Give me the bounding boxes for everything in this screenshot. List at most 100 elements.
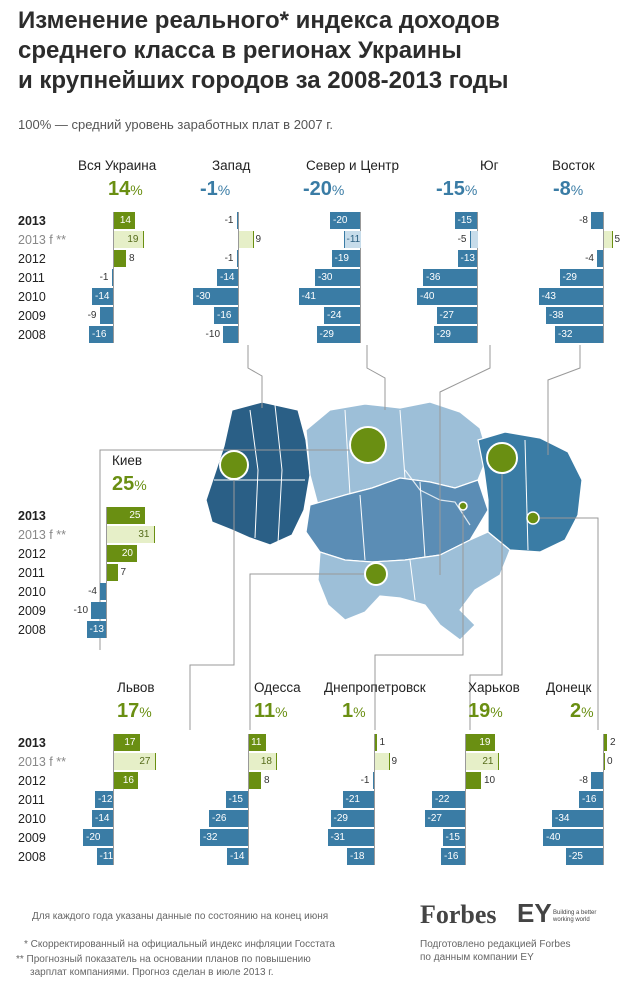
connector-lviv (189, 465, 235, 730)
row-label-year-2012: 2012 (18, 774, 46, 788)
row-label-year-2013-forecast: 2013 f ** (18, 755, 66, 769)
panel-10-headline: 2% (570, 700, 594, 723)
map-region-south-border (409, 559, 416, 601)
city-circle-kiev (349, 426, 387, 464)
panel-3-label-year-2011: -36 (426, 272, 441, 283)
panel-1-label-year-2013-forecast: 9 (255, 234, 262, 245)
panel-10-bar-year-2008 (565, 848, 603, 865)
panel-7-bar-year-2011 (225, 791, 248, 808)
panel-7-bar-year-2013 (249, 734, 266, 751)
panel-1-bar-year-2009 (214, 307, 238, 324)
panel-5-bar-year-2013-forecast (107, 526, 155, 543)
panel-1-name: Запад (212, 158, 251, 173)
panel-10-name: Донецк (546, 680, 592, 695)
panel-5-headline-unit: % (134, 477, 147, 493)
panel-6-headline: 17% (117, 700, 152, 723)
panel-1-headline-unit: % (217, 182, 231, 198)
chart-title: Изменение реального* индекса доходов сре… (18, 7, 509, 94)
panel-9-bar-year-2010 (424, 810, 465, 827)
panel-6-bar-year-2012 (114, 772, 138, 789)
panel-3-label-year-2009: -27 (439, 310, 454, 321)
panel-4-bar-year-2011 (559, 269, 603, 286)
panel-8-label-year-2009: -31 (330, 832, 345, 843)
panel-6-headline-value: 17 (117, 700, 140, 722)
panel-3-bar-year-2012 (457, 250, 477, 267)
panel-5-headline: 25% (112, 473, 147, 496)
panel-1-axis (238, 212, 239, 343)
panel-6-label-year-2013: 17 (124, 737, 136, 748)
panel-7-label-year-2013-forecast: 18 (260, 756, 272, 767)
panel-2-bar-year-2012 (331, 250, 360, 267)
panel-3-label-year-2013: -15 (457, 215, 472, 226)
row-label-year-2010: 2010 (18, 812, 46, 826)
ey-tagline: Building a better working world (553, 910, 613, 924)
panel-3-bar-year-2013 (454, 212, 477, 229)
panel-5-label-year-2008: -13 (89, 624, 104, 635)
panel-4-bar-year-2012 (597, 250, 603, 267)
panel-8-bar-year-2008 (347, 848, 374, 865)
panel-5-label-year-2011: 7 (120, 567, 127, 578)
panel-4-axis (603, 212, 604, 343)
panel-8-label-year-2013: 1 (379, 737, 386, 748)
chart-subtitle: 100% — средний уровень заработных плат в… (18, 117, 333, 132)
forbes-logo: Forbes (420, 900, 497, 929)
panel-2-bar-year-2010 (298, 288, 360, 305)
footnote-year: Для каждого года указаны данные по состо… (32, 911, 329, 922)
city-circle-lviv (219, 450, 249, 480)
panel-10-label-year-2012: -8 (579, 775, 588, 786)
panel-8-bar-year-2011 (342, 791, 374, 808)
panel-10-bar-year-2013-forecast (604, 753, 605, 770)
panel-9-label-year-2013: 19 (479, 737, 491, 748)
panel-6-bar-year-2008 (96, 848, 113, 865)
panel-4-bar-year-2013 (591, 212, 603, 229)
connector-donetsk (533, 517, 599, 730)
panel-0-bar-year-2013 (114, 212, 135, 229)
panel-0-axis (113, 212, 114, 343)
map-region-west-border-2 (274, 404, 283, 544)
panel-2-headline-value: -20 (303, 178, 332, 200)
panel-7-label-year-2008: -14 (230, 851, 245, 862)
panel-5-bar-year-2011 (107, 564, 118, 581)
panel-8-bar-year-2012 (372, 772, 374, 789)
row-label-year-2013: 2013 (18, 509, 46, 523)
panel-6-bar-year-2013-forecast (114, 753, 156, 770)
city-circles (219, 426, 540, 586)
panel-10-bar-year-2011 (579, 791, 603, 808)
panel-9-axis (465, 734, 466, 865)
map-region-north-border-2 (399, 409, 406, 479)
row-label-year-2008: 2008 (18, 850, 46, 864)
panel-2-label-year-2012: -19 (334, 253, 349, 264)
panel-0-label-year-2008: -16 (92, 329, 107, 340)
panel-7-headline-unit: % (275, 704, 288, 720)
map-region-center-border-2 (419, 481, 426, 559)
panel-0-bar-year-2009 (99, 307, 113, 324)
panel-6-bar-year-2009 (83, 829, 113, 846)
panel-7-label-year-2010: -26 (212, 813, 227, 824)
panel-7-label-year-2012: 8 (264, 775, 270, 786)
panel-10-label-year-2013: 2 (610, 737, 616, 748)
panel-9-bar-year-2008 (441, 848, 465, 865)
row-label-year-2013: 2013 (18, 736, 46, 750)
panel-3-bar-year-2011 (423, 269, 477, 286)
panel-7-bar-year-2009 (200, 829, 248, 846)
panel-1-label-year-2008: -10 (205, 329, 220, 340)
panel-4-label-year-2012: -4 (585, 253, 594, 264)
panel-9-headline: 19% (468, 700, 503, 723)
panel-3-headline-value: -15 (436, 178, 465, 200)
panel-9-label-year-2008: -16 (444, 851, 459, 862)
connector-south (439, 345, 491, 575)
panel-2-label-year-2013: -20 (333, 215, 348, 226)
row-label-year-2009: 2009 (18, 604, 46, 618)
row-label-year-2012: 2012 (18, 547, 46, 561)
panel-5-name: Киев (112, 453, 143, 468)
panel-8-label-year-2008: -18 (350, 851, 365, 862)
panel-9-label-year-2011: -22 (435, 794, 450, 805)
map-region-west-border-1 (249, 409, 259, 539)
panel-8-name: Днепропетровск (324, 680, 426, 695)
panel-1-bar-year-2012 (236, 250, 238, 267)
panel-0-headline-value: 14 (108, 178, 131, 200)
row-label-year-2011: 2011 (18, 271, 45, 285)
panel-4-name: Восток (552, 158, 595, 173)
panel-0-bar-year-2012 (114, 250, 126, 267)
